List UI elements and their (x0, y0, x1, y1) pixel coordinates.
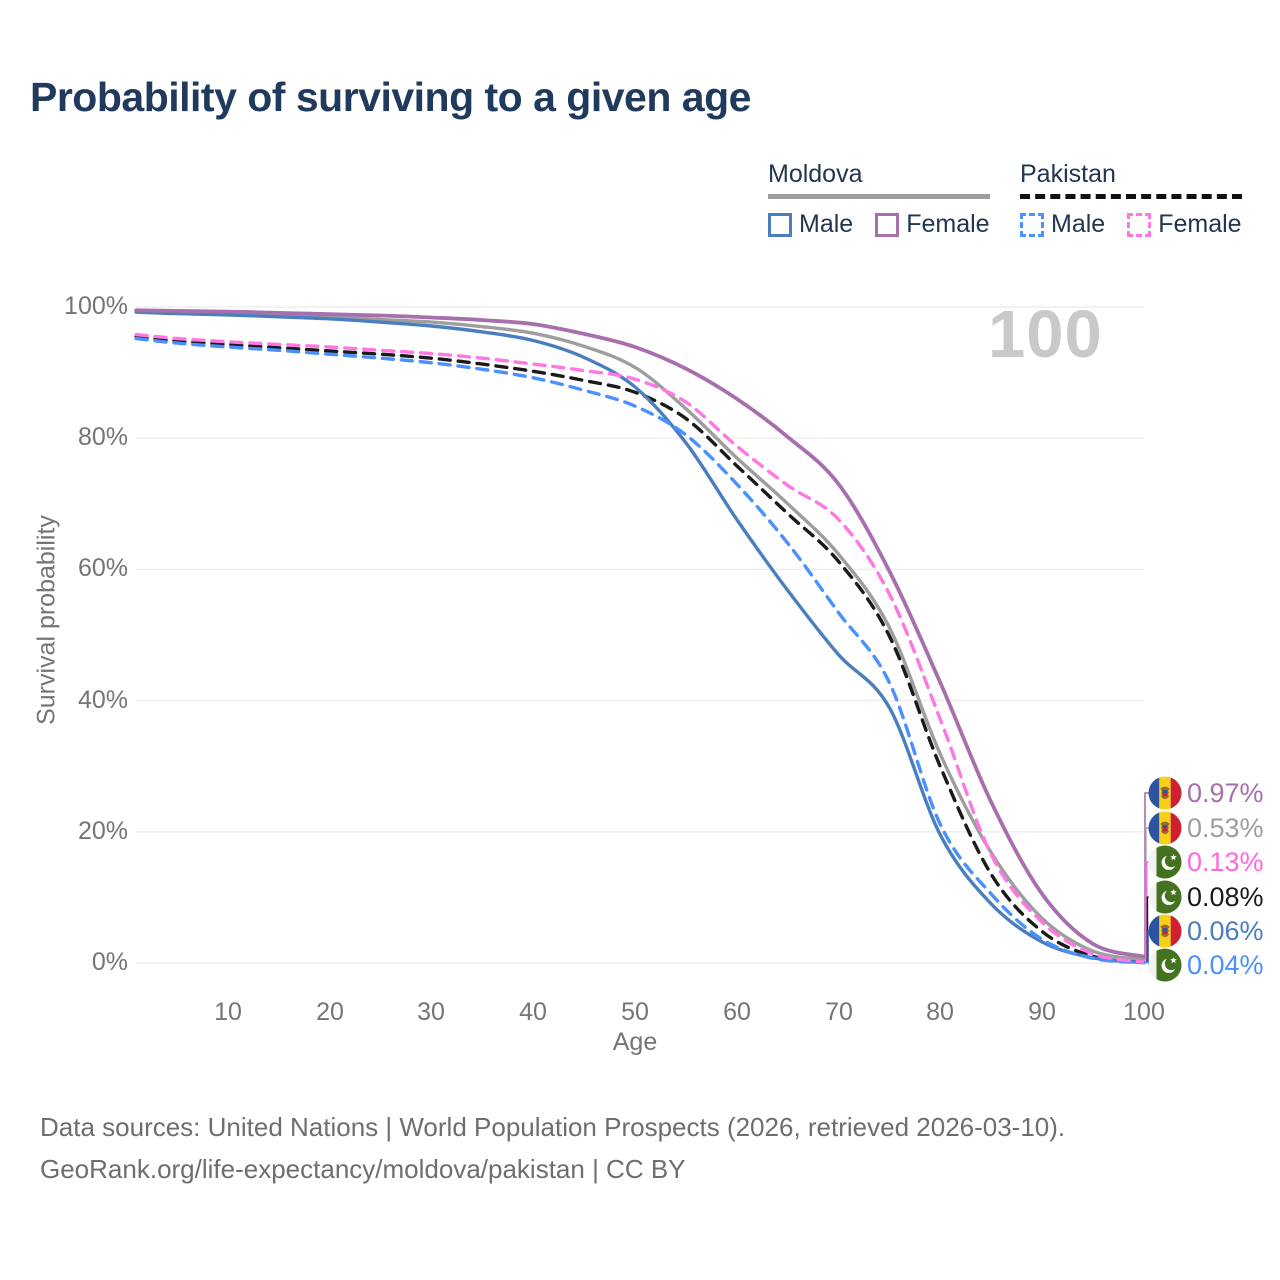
moldova-female-swatch-icon (875, 212, 900, 237)
series-line-pk_male[interactable] (134, 336, 1146, 965)
moldova-flag-icon (1148, 914, 1182, 948)
y-tick-label: 40% (77, 686, 128, 714)
x-tick-label: 70 (825, 998, 853, 1026)
legend-item-label: Female (906, 210, 990, 238)
moldova-male-swatch-icon (768, 212, 792, 237)
footer: Data sources: United Nations | World Pop… (40, 1106, 1065, 1190)
pakistan-flag-icon (1148, 880, 1182, 914)
x-axis-title: Age (612, 1028, 658, 1056)
end-label-pakistan-male: 0.04% (1148, 947, 1264, 983)
series-line-md_all[interactable] (134, 309, 1146, 962)
legend-group-pakistan: Pakistan Male Female (1020, 160, 1242, 239)
pakistan-female-swatch-icon (1127, 212, 1152, 237)
series-line-md_female[interactable] (134, 308, 1146, 959)
y-tick-label: 80% (77, 423, 128, 451)
end-value: 0.06% (1187, 915, 1264, 946)
end-label-pakistan-all: 0.08% (1148, 879, 1264, 915)
x-tick-label: 30 (417, 998, 445, 1026)
y-tick-label: 100% (64, 292, 128, 320)
series-line-pk_all[interactable] (134, 334, 1146, 965)
legend-group-moldova: Moldova Male Female (768, 160, 990, 239)
legend-country-moldova: Moldova (768, 160, 863, 188)
end-label-pakistan-female: 0.13% (1148, 844, 1264, 880)
pakistan-flag-icon (1148, 948, 1182, 982)
y-tick-label: 20% (77, 817, 128, 845)
page-title: Probability of surviving to a given age (30, 74, 751, 120)
end-value: 0.53% (1187, 812, 1264, 843)
moldova-flag-icon (1148, 811, 1182, 845)
legend-item-label: Male (1051, 210, 1106, 238)
y-tick-label: 60% (77, 554, 128, 582)
x-tick-label: 60 (723, 998, 751, 1026)
legend-linestyle-dashed (1020, 194, 1242, 199)
moldova-flag-icon (1148, 776, 1182, 810)
end-value: 0.13% (1187, 846, 1264, 877)
end-label-moldova-female: 0.97% (1148, 775, 1264, 811)
y-tick-label: 0% (91, 948, 128, 976)
x-tick-label: 20 (316, 998, 344, 1026)
legend-item-pakistan-male[interactable]: Male (1020, 210, 1105, 239)
pakistan-male-swatch-icon (1020, 212, 1044, 237)
y-axis-title: Survival probability (32, 515, 61, 725)
end-label-moldova-all: 0.53% (1148, 810, 1264, 846)
series-line-pk_female[interactable] (134, 332, 1146, 964)
x-tick-label: 10 (214, 998, 242, 1026)
x-tick-label: 100 (1123, 998, 1165, 1026)
legend-country-pakistan: Pakistan (1020, 160, 1116, 188)
end-value: 0.04% (1187, 949, 1264, 980)
attribution-line: GeoRank.org/life-expectancy/moldova/paki… (40, 1154, 686, 1184)
end-value: 0.08% (1187, 881, 1264, 912)
x-tick-label: 80 (926, 998, 954, 1026)
series-line-md_male[interactable] (134, 310, 1146, 965)
end-label-moldova-male: 0.06% (1148, 913, 1264, 949)
pakistan-flag-icon (1148, 845, 1182, 879)
legend-linestyle-solid (768, 194, 990, 199)
x-tick-label: 40 (519, 998, 547, 1026)
data-sources-line: Data sources: United Nations | World Pop… (40, 1112, 1066, 1142)
age-watermark: 100 (988, 297, 1103, 372)
end-value: 0.97% (1187, 777, 1264, 808)
legend-item-pakistan-female[interactable]: Female (1127, 210, 1242, 239)
x-tick-label: 90 (1028, 998, 1056, 1026)
x-tick-label: 50 (621, 998, 649, 1026)
legend-item-moldova-female[interactable]: Female (875, 210, 990, 239)
legend-item-moldova-male[interactable]: Male (768, 210, 853, 239)
legend-item-label: Female (1158, 210, 1242, 238)
legend-item-label: Male (799, 210, 854, 238)
